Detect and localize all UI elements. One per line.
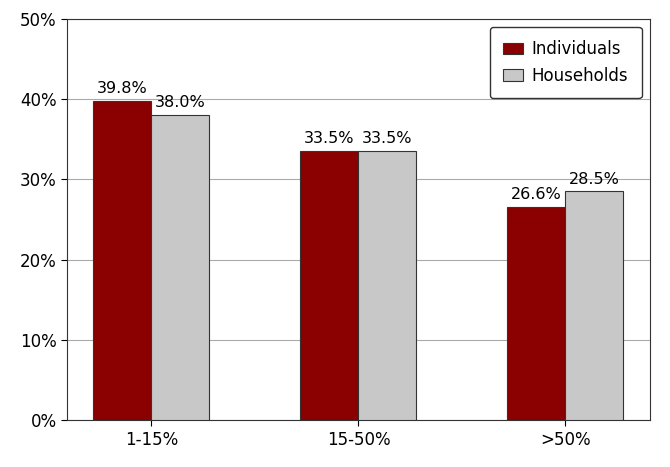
- Text: 33.5%: 33.5%: [362, 131, 413, 146]
- Bar: [300, 151, 358, 420]
- Bar: [94, 100, 151, 420]
- Text: 38.0%: 38.0%: [155, 95, 206, 110]
- Bar: [565, 191, 623, 420]
- Legend: Individuals, Households: Individuals, Households: [490, 27, 642, 98]
- Bar: [507, 206, 565, 420]
- Text: 26.6%: 26.6%: [511, 187, 562, 202]
- Bar: [151, 115, 210, 420]
- Text: 28.5%: 28.5%: [569, 171, 620, 186]
- Text: 33.5%: 33.5%: [304, 131, 354, 146]
- Text: 39.8%: 39.8%: [97, 81, 148, 96]
- Bar: [358, 151, 417, 420]
